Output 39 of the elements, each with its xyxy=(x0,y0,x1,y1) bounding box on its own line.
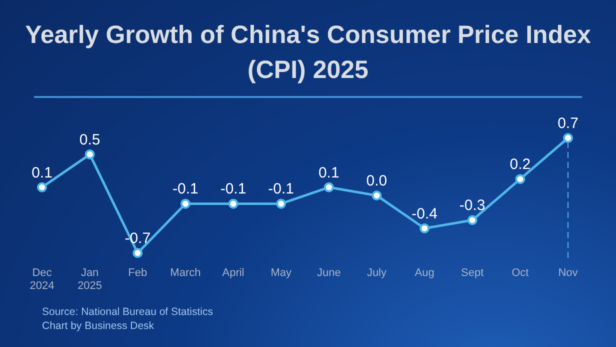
data-label: 0.1 xyxy=(318,164,340,182)
data-label: -0.7 xyxy=(124,230,151,247)
source-note: Source: National Bureau of Statistics xyxy=(42,305,214,319)
data-label: 0.5 xyxy=(79,131,100,148)
data-label: 0.0 xyxy=(366,172,388,190)
data-label: 0.1 xyxy=(32,164,52,182)
x-tick-label: June xyxy=(316,267,341,279)
point xyxy=(132,248,143,258)
data-label: -0.3 xyxy=(459,197,486,214)
x-tick-label: Dec 2024 xyxy=(30,267,54,292)
chart-title: Yearly Growth of China's Consumer Price Index (CPI) 2025 xyxy=(24,20,592,86)
point xyxy=(515,174,526,184)
point xyxy=(228,198,238,209)
point xyxy=(467,215,478,226)
x-tick-label: Oct xyxy=(512,267,529,279)
point xyxy=(420,223,430,234)
data-label: -0.4 xyxy=(412,205,438,222)
x-tick-label: April xyxy=(222,267,244,279)
point xyxy=(84,149,95,160)
data-label: 0.7 xyxy=(558,115,578,132)
x-tick-label: July xyxy=(366,267,388,279)
data-label: 0.2 xyxy=(510,156,531,174)
x-tick-label: May xyxy=(270,267,292,279)
x-tick-label: Sept xyxy=(461,267,484,279)
x-tick-label: Nov xyxy=(558,267,578,279)
data-label: -0.1 xyxy=(172,180,198,198)
point xyxy=(276,198,286,209)
point xyxy=(563,133,573,143)
x-tick-label: March xyxy=(170,267,201,279)
point xyxy=(372,190,382,200)
x-tick-label: Jan 2025 xyxy=(78,267,102,292)
point xyxy=(37,182,47,192)
data-label: -0.1 xyxy=(268,180,294,198)
point xyxy=(180,198,190,209)
text: Chart by Business Desk xyxy=(42,319,156,333)
x-tick-label: Aug xyxy=(414,267,434,279)
x-tick-label: Feb xyxy=(128,267,148,279)
data-label: -0.1 xyxy=(220,180,246,198)
point xyxy=(324,182,334,192)
